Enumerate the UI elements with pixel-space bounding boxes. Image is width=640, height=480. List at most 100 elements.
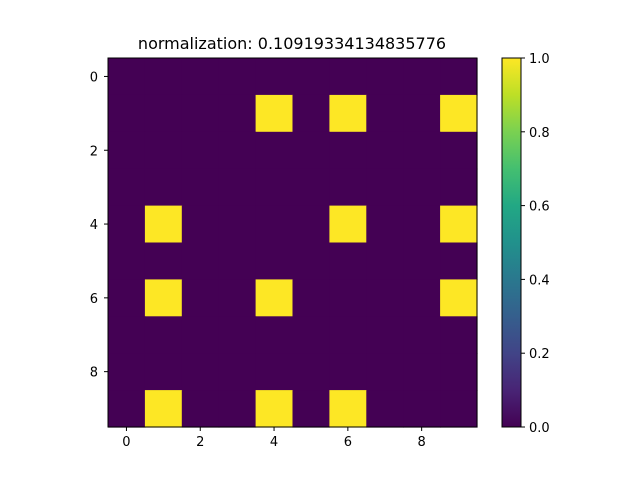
heatmap-cell-0-4: [255, 58, 294, 96]
heatmap-cell-6-4: [255, 279, 294, 317]
heatmap-cell-2-3: [218, 131, 257, 170]
heatmap-cell-3-8: [403, 168, 441, 207]
heatmap-cell-2-2: [181, 131, 220, 170]
heatmap-cell-7-5: [292, 316, 330, 354]
heatmap-cell-5-7: [366, 242, 404, 280]
heatmap-cell-9-3: [218, 390, 257, 428]
heatmap-cell-1-2: [181, 94, 220, 133]
heatmap-cell-9-1: [144, 390, 183, 428]
heatmap-cell-2-6: [329, 131, 367, 170]
x-tick-label-8: 8: [418, 435, 426, 450]
heatmap-cell-7-2: [181, 316, 220, 354]
heatmap-cell-9-0: [108, 390, 146, 428]
heatmap-cell-4-4: [255, 205, 294, 244]
heatmap-cell-0-8: [403, 58, 441, 96]
y-axis: 0 2 4 6 8: [90, 70, 108, 381]
heatmap-cell-6-2: [181, 279, 220, 317]
heatmap-cell-5-3: [218, 242, 257, 280]
heatmap-cell-7-8: [403, 316, 441, 354]
heatmap-cell-5-8: [403, 242, 441, 280]
heatmap-cell-6-7: [366, 279, 404, 317]
y-tick-label-6: 6: [90, 292, 98, 307]
heatmap-cell-8-7: [366, 353, 404, 391]
heatmap-cell-3-4: [255, 168, 294, 207]
heatmap-cell-4-1: [144, 205, 183, 244]
heatmap-cell-2-8: [403, 131, 441, 170]
x-tick-label-4: 4: [270, 435, 278, 450]
heatmap-cell-6-9: [440, 279, 478, 317]
colorbar-axis: 0.0 0.2 0.4 0.6 0.8 1.0: [521, 52, 550, 436]
heatmap-cell-8-4: [255, 353, 294, 391]
heatmap-cell-8-3: [218, 353, 257, 391]
heatmap-cell-0-7: [366, 58, 404, 96]
heatmap-cell-1-7: [366, 94, 404, 133]
heatmap-cell-4-8: [403, 205, 441, 244]
heatmap-cell-3-6: [329, 168, 367, 207]
heatmap-cell-8-5: [292, 353, 330, 391]
heatmap-cell-2-0: [108, 131, 146, 170]
heatmap-cell-6-1: [144, 279, 183, 317]
y-tick-label-4: 4: [90, 218, 98, 233]
heatmap-cell-2-4: [255, 131, 294, 170]
heatmap-cell-0-6: [329, 58, 367, 96]
heatmap-cell-5-4: [255, 242, 294, 280]
heatmap-cell-4-5: [292, 205, 330, 244]
heatmap-cell-0-1: [144, 58, 183, 96]
heatmap-cell-8-8: [403, 353, 441, 391]
heatmap-cell-6-5: [292, 279, 330, 317]
heatmap-cell-4-3: [218, 205, 257, 244]
heatmap-cell-6-3: [218, 279, 257, 317]
heatmap-cell-2-5: [292, 131, 330, 170]
heatmap-cell-3-3: [218, 168, 257, 207]
heatmap-cell-7-9: [440, 316, 478, 354]
colorbar-tick-label-0.2: 0.2: [529, 347, 550, 362]
heatmap-cell-9-9: [440, 390, 478, 428]
heatmap-cell-9-7: [366, 390, 404, 428]
colorbar-tick-label-1.0: 1.0: [529, 52, 550, 67]
heatmap-cell-5-5: [292, 242, 330, 280]
colorbar-tick-label-0.4: 0.4: [529, 273, 550, 288]
heatmap-cell-8-6: [329, 353, 367, 391]
colorbar-tick-label-0.8: 0.8: [529, 126, 550, 141]
colorbar: [501, 57, 522, 428]
heatmap-cell-0-2: [181, 58, 220, 96]
heatmap-cell-2-1: [144, 131, 183, 170]
heatmap-cell-9-2: [181, 390, 220, 428]
heatmap-cell-7-7: [366, 316, 404, 354]
heatmap-cell-1-8: [403, 94, 441, 133]
heatmap-cell-6-0: [108, 279, 146, 317]
heatmap-cell-4-7: [366, 205, 404, 244]
colorbar-tick-label-0.6: 0.6: [529, 200, 550, 215]
heatmap-cell-6-8: [403, 279, 441, 317]
x-tick-label-6: 6: [344, 435, 352, 450]
y-tick-label-2: 2: [90, 144, 98, 159]
heatmap-cell-1-0: [108, 94, 146, 133]
heatmap: [108, 58, 478, 428]
heatmap-cell-7-0: [108, 316, 146, 354]
heatmap-cell-1-3: [218, 94, 257, 133]
heatmap-cell-0-5: [292, 58, 330, 96]
heatmap-cell-3-1: [144, 168, 183, 207]
x-tick-label-0: 0: [122, 435, 130, 450]
heatmap-cell-9-4: [255, 390, 294, 428]
heatmap-cell-5-1: [144, 242, 183, 280]
heatmap-cell-7-6: [329, 316, 367, 354]
plot-frame: [107, 57, 478, 428]
heatmap-cell-7-4: [255, 316, 294, 354]
heatmap-cell-1-6: [329, 94, 367, 133]
heatmap-cell-3-2: [181, 168, 220, 207]
heatmap-cell-3-0: [108, 168, 146, 207]
heatmap-cell-8-1: [144, 353, 183, 391]
heatmap-cell-8-9: [440, 353, 478, 391]
colorbar-tick-label-0.0: 0.0: [529, 421, 550, 436]
heatmap-cell-2-9: [440, 131, 478, 170]
heatmap-cell-6-6: [329, 279, 367, 317]
heatmap-cell-9-5: [292, 390, 330, 428]
heatmap-cell-4-9: [440, 205, 478, 244]
y-tick-label-8: 8: [90, 366, 98, 381]
heatmap-cell-0-3: [218, 58, 257, 96]
heatmap-cell-7-1: [144, 316, 183, 354]
heatmap-cell-9-6: [329, 390, 367, 428]
heatmap-cell-0-0: [108, 58, 146, 96]
chart-title: normalization: 0.10919334134835776: [138, 34, 446, 53]
